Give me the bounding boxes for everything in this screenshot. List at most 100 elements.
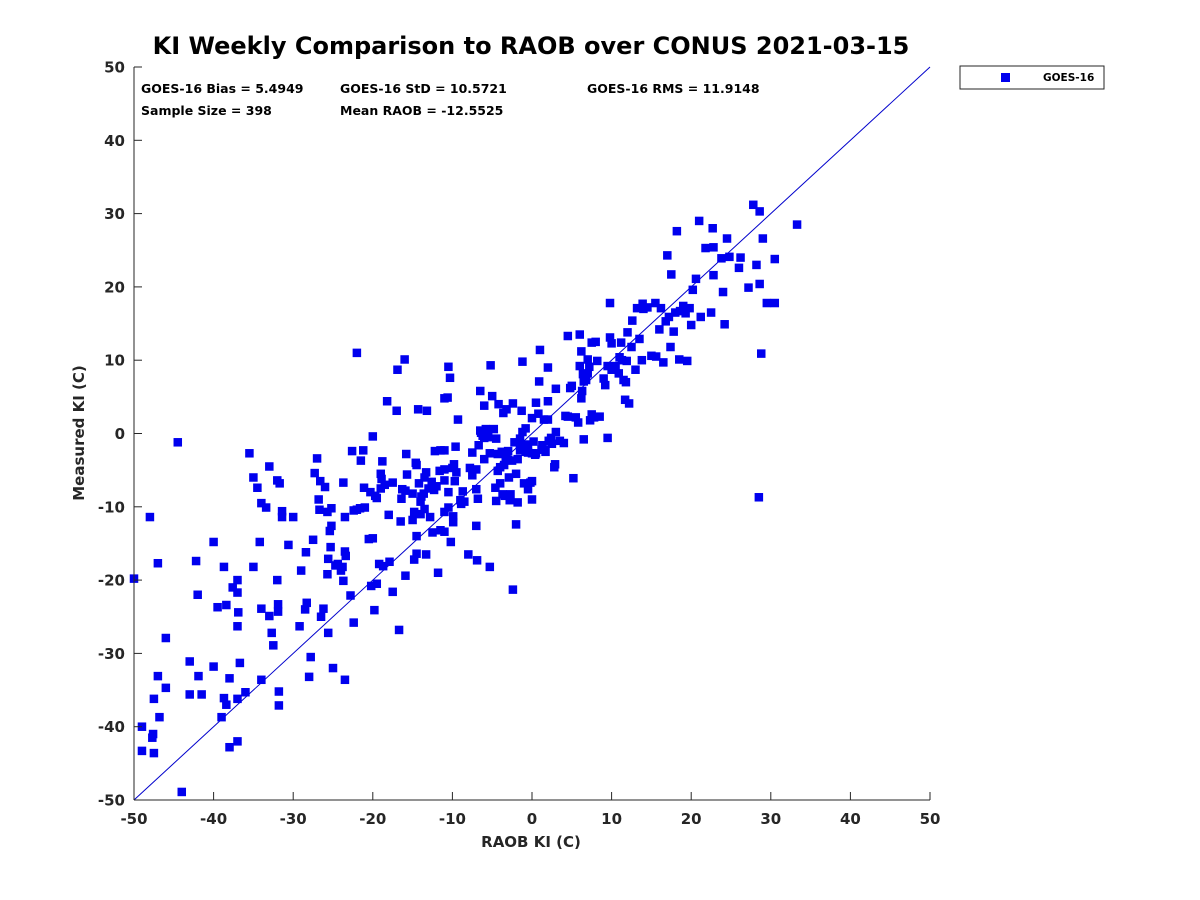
data-point xyxy=(589,413,599,422)
data-point xyxy=(515,440,525,450)
y-tick-label: 30 xyxy=(104,205,125,223)
data-point xyxy=(744,283,753,292)
data-point xyxy=(209,537,218,547)
data-point xyxy=(623,328,632,337)
data-point xyxy=(346,591,355,600)
data-point xyxy=(173,438,183,447)
data-point xyxy=(385,557,394,567)
data-point xyxy=(694,216,704,226)
data-point xyxy=(637,355,647,365)
data-point xyxy=(356,456,366,465)
data-point xyxy=(308,535,318,545)
data-point xyxy=(255,537,265,547)
data-point xyxy=(736,253,745,262)
data-point xyxy=(323,554,333,564)
data-point xyxy=(605,333,615,342)
data-point xyxy=(563,412,573,421)
data-point xyxy=(770,254,780,264)
x-tick-label: -20 xyxy=(359,810,386,828)
data-point xyxy=(621,377,631,387)
data-point xyxy=(352,348,362,358)
data-point xyxy=(412,531,421,541)
data-point xyxy=(523,484,533,494)
data-point xyxy=(234,608,243,617)
data-point xyxy=(691,274,701,284)
data-point xyxy=(328,663,338,673)
data-point xyxy=(468,471,477,480)
data-point xyxy=(534,409,543,418)
data-point xyxy=(340,547,350,556)
data-point xyxy=(725,252,734,262)
data-point xyxy=(518,357,527,366)
data-point xyxy=(197,690,206,699)
data-point xyxy=(575,361,585,371)
data-point xyxy=(194,671,203,681)
one-to-one-line xyxy=(133,66,931,801)
data-point xyxy=(245,449,254,458)
data-point xyxy=(541,447,550,457)
data-point xyxy=(550,460,560,469)
stat-rms: GOES-16 RMS = 11.9148 xyxy=(587,81,760,96)
y-tick-label: -40 xyxy=(98,718,125,736)
y-tick-label: -30 xyxy=(98,645,125,663)
data-point xyxy=(495,479,505,488)
data-point xyxy=(295,622,304,631)
data-point xyxy=(408,489,417,498)
data-point xyxy=(535,345,545,355)
data-point xyxy=(409,507,419,517)
stat-bias: GOES-16 Bias = 5.4949 xyxy=(141,81,303,96)
data-point xyxy=(494,399,503,409)
data-point xyxy=(149,694,159,704)
y-tick-label: 40 xyxy=(104,132,125,150)
data-point xyxy=(432,482,441,491)
data-point xyxy=(675,306,685,316)
data-point xyxy=(368,534,378,543)
data-point xyxy=(416,509,425,519)
data-point xyxy=(419,489,428,498)
data-point xyxy=(145,512,155,522)
data-point xyxy=(681,309,690,318)
chart-title: KI Weekly Comparison to RAOB over CONUS … xyxy=(153,32,910,60)
data-point xyxy=(487,391,497,401)
data-point xyxy=(301,548,311,557)
data-point xyxy=(148,729,158,739)
data-point xyxy=(366,487,375,497)
data-point xyxy=(483,432,493,442)
x-tick-label: 0 xyxy=(527,810,537,828)
data-point xyxy=(755,279,764,289)
data-point xyxy=(577,394,586,403)
data-point xyxy=(515,446,525,455)
data-point xyxy=(233,694,242,704)
data-point xyxy=(177,787,187,797)
data-point xyxy=(327,504,336,513)
data-point xyxy=(664,312,674,322)
data-point xyxy=(273,600,283,609)
y-axis-label: Measured KI (C) xyxy=(70,365,88,501)
data-point xyxy=(449,460,459,469)
data-point xyxy=(672,226,682,236)
data-point xyxy=(458,487,467,496)
data-point xyxy=(315,505,324,514)
data-point xyxy=(339,576,348,586)
data-point xyxy=(534,377,544,386)
data-point xyxy=(233,575,242,585)
y-tick-label: 0 xyxy=(115,425,125,443)
data-point xyxy=(340,512,350,522)
data-point xyxy=(401,486,410,495)
data-point xyxy=(413,405,423,414)
data-point xyxy=(489,424,499,434)
data-point xyxy=(551,384,561,394)
data-point xyxy=(483,427,492,436)
data-point xyxy=(485,449,495,458)
data-point xyxy=(511,469,521,479)
data-point xyxy=(269,641,278,650)
data-point xyxy=(420,504,429,514)
data-point xyxy=(502,405,511,414)
data-point xyxy=(583,369,592,378)
data-point xyxy=(505,495,514,505)
data-point xyxy=(643,303,652,312)
data-point xyxy=(595,412,604,421)
data-point xyxy=(506,490,515,499)
data-point xyxy=(770,298,780,308)
data-point xyxy=(638,299,647,309)
